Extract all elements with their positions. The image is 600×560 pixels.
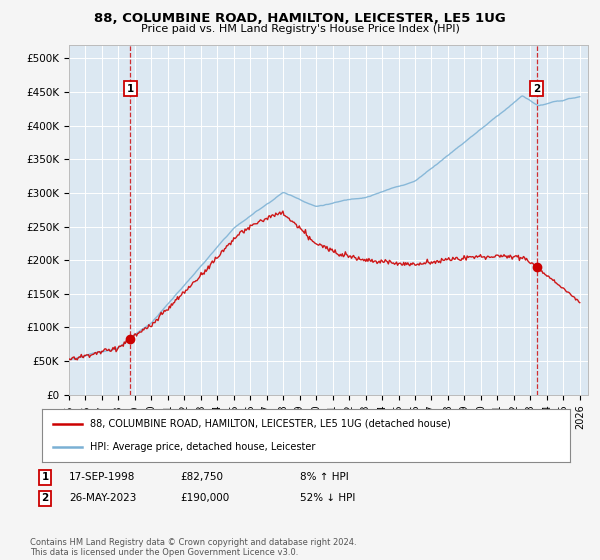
Text: 1: 1 [41,472,49,482]
Text: 8% ↑ HPI: 8% ↑ HPI [300,472,349,482]
Text: 1: 1 [127,83,134,94]
Text: 26-MAY-2023: 26-MAY-2023 [69,493,136,503]
Text: 88, COLUMBINE ROAD, HAMILTON, LEICESTER, LE5 1UG: 88, COLUMBINE ROAD, HAMILTON, LEICESTER,… [94,12,506,25]
Text: Price paid vs. HM Land Registry's House Price Index (HPI): Price paid vs. HM Land Registry's House … [140,24,460,34]
Text: HPI: Average price, detached house, Leicester: HPI: Average price, detached house, Leic… [89,442,315,452]
Text: 17-SEP-1998: 17-SEP-1998 [69,472,136,482]
Text: 88, COLUMBINE ROAD, HAMILTON, LEICESTER, LE5 1UG (detached house): 88, COLUMBINE ROAD, HAMILTON, LEICESTER,… [89,419,450,429]
Text: £190,000: £190,000 [180,493,229,503]
Text: Contains HM Land Registry data © Crown copyright and database right 2024.
This d: Contains HM Land Registry data © Crown c… [30,538,356,557]
Text: £82,750: £82,750 [180,472,223,482]
Text: 52% ↓ HPI: 52% ↓ HPI [300,493,355,503]
Text: 2: 2 [533,83,541,94]
Text: 2: 2 [41,493,49,503]
